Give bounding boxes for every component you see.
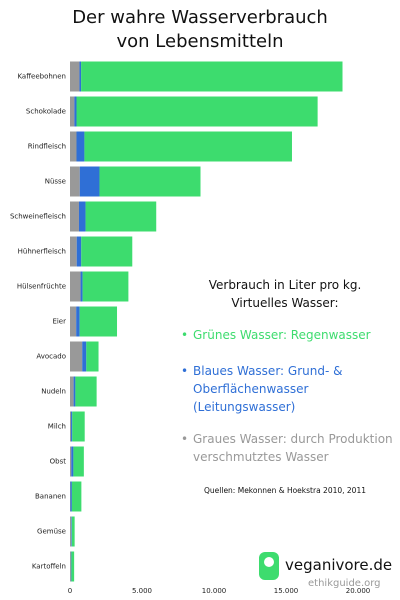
bar-segment xyxy=(70,96,75,127)
watermark: ethikguide.org xyxy=(308,578,381,589)
legend-title: Verbrauch in Liter pro kg. Virtuelles Was… xyxy=(185,276,385,312)
logo: veganivore.de xyxy=(285,556,393,574)
y-tick-label: Hülsenfrüchte xyxy=(17,283,66,291)
bar-segment xyxy=(74,96,77,127)
bar-segment xyxy=(78,201,86,232)
x-tick-label: 20.000 xyxy=(346,587,371,595)
bar-segment xyxy=(71,411,73,442)
legend-title-line: Virtuelles Wasser: xyxy=(231,296,339,310)
bar-segment xyxy=(80,271,83,302)
y-tick-label: Milch xyxy=(48,423,66,431)
bar-segment xyxy=(79,61,82,92)
y-tick-label: Gemüse xyxy=(37,528,66,536)
bar-segment xyxy=(73,376,76,407)
bar-segment xyxy=(81,236,133,267)
bar-segment xyxy=(70,376,74,407)
bar-segment xyxy=(82,341,87,372)
y-tick-label: Kaffeebohnen xyxy=(17,73,66,81)
bar-segment xyxy=(81,61,343,92)
y-tick-label: Bananen xyxy=(35,493,66,501)
y-tick-label: Nüsse xyxy=(45,178,66,186)
bar-segment xyxy=(99,166,201,197)
y-tick-label: Nudeln xyxy=(41,388,66,396)
chart-title: Der wahre Wasserverbrauch von Lebensmitt… xyxy=(72,7,328,52)
y-tick-label: Obst xyxy=(50,458,67,466)
bar-segment xyxy=(71,551,75,582)
bar-segment xyxy=(70,341,83,372)
source: Quellen: Mekonnen & Hoekstra 2010, 2011 xyxy=(204,486,366,495)
bar-segment xyxy=(71,516,72,547)
x-tick-label: 15.000 xyxy=(274,587,299,595)
legend-entry: Grünes Wasser: Regenwasser xyxy=(181,326,400,344)
y-tick-label: Kartoffeln xyxy=(32,563,66,571)
bar-segment xyxy=(76,96,318,127)
bar-segment xyxy=(73,446,84,477)
bar-segment xyxy=(70,551,71,582)
bar-segment xyxy=(70,411,72,442)
bar-segment xyxy=(79,306,118,337)
y-tick-label: Eier xyxy=(52,318,66,326)
x-tick-label: 5.000 xyxy=(132,587,152,595)
y-tick-label: Rindfleisch xyxy=(28,143,66,151)
bar-segment xyxy=(70,306,77,337)
x-tick-label: 10.000 xyxy=(202,587,227,595)
bar-segment xyxy=(70,166,80,197)
bar-segment xyxy=(70,236,77,267)
bar-segment xyxy=(76,131,85,162)
bar-segment xyxy=(70,271,81,302)
bar-segment xyxy=(70,446,72,477)
bar-segment xyxy=(71,446,74,477)
y-tick-label: Schokolade xyxy=(26,108,66,116)
bar-segment xyxy=(70,201,79,232)
bar-segment xyxy=(82,271,129,302)
legend-title-line: Verbrauch in Liter pro kg. xyxy=(208,278,362,292)
bar-segment xyxy=(71,481,82,512)
x-tick-label: 0 xyxy=(68,587,72,595)
legend-entry: Graues Wasser: durch Produktion verschmu… xyxy=(181,430,400,466)
bar-segment xyxy=(79,166,100,197)
bar-segment xyxy=(70,516,72,547)
bar-segment xyxy=(76,236,82,267)
bar-segment xyxy=(72,411,85,442)
bar-segment xyxy=(71,516,75,547)
bar-segment xyxy=(70,61,80,92)
y-tick-label: Hühnerfleisch xyxy=(18,248,66,256)
bar-segment xyxy=(85,201,157,232)
bar-segment xyxy=(84,131,292,162)
y-tick-label: Avocado xyxy=(36,353,66,361)
legend-entry: Blaues Wasser: Grund- & Oberflächenwasse… xyxy=(181,362,400,416)
logo-icon xyxy=(264,557,274,567)
bar-segment xyxy=(70,131,77,162)
bar-segment xyxy=(75,376,97,407)
bar-segment xyxy=(86,341,99,372)
y-tick-label: Schweinefleisch xyxy=(10,213,66,221)
bar-segment xyxy=(76,306,80,337)
bar-segment xyxy=(70,481,72,512)
